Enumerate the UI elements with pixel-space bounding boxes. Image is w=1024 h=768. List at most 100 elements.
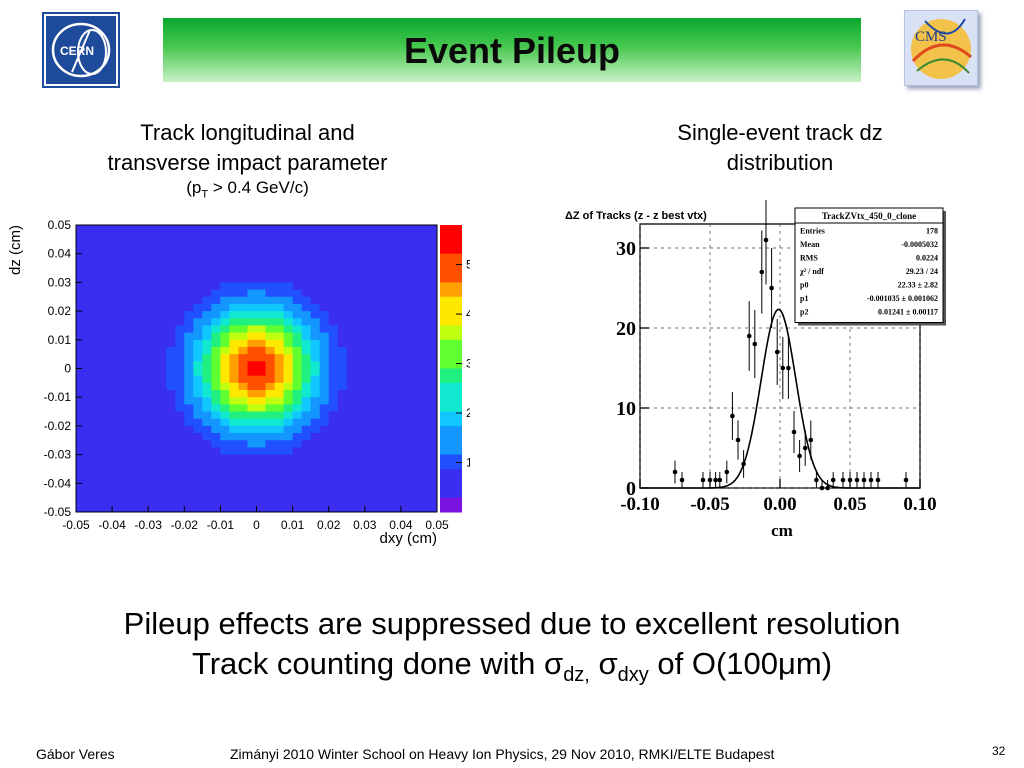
heatmap-cell — [319, 397, 330, 405]
heatmap-cell — [283, 411, 293, 420]
heatmap-cell — [247, 260, 257, 269]
heatmap-cell — [283, 425, 293, 434]
heatmap-cell — [193, 296, 203, 305]
heatmap-cell — [310, 303, 321, 312]
heatmap-cell — [256, 289, 266, 298]
heatmap-cell — [283, 260, 293, 269]
heatmap-cell — [310, 354, 321, 362]
heatmap-cell — [274, 411, 284, 420]
heatmap-cell — [292, 253, 303, 262]
cern-logo: CERN — [42, 12, 120, 88]
heatmap-cell — [319, 332, 330, 341]
data-point — [868, 477, 874, 483]
heatmap-cell — [157, 411, 167, 420]
heatmap-cell — [310, 375, 321, 384]
heatmap-cell — [301, 397, 312, 405]
heatmap-cell — [364, 404, 375, 412]
heatmap-cell — [148, 318, 158, 326]
heatmap-cell — [211, 483, 221, 491]
heatmap-cell — [328, 440, 339, 448]
heatmap-cell — [364, 397, 375, 405]
stats-row-key: Entries — [800, 227, 825, 236]
heatmap-cell — [292, 311, 303, 319]
footer-conference: Zimányi 2010 Winter School on Heavy Ion … — [230, 746, 775, 762]
heatmap-cell — [220, 411, 230, 420]
heatmap-x-tick-label: -0.03 — [135, 518, 163, 532]
heatmap-cell — [130, 339, 140, 348]
heatmap-cell — [292, 425, 303, 434]
heatmap-cell — [292, 282, 303, 290]
heatmap-cell — [346, 382, 357, 391]
heatmap-cell — [274, 268, 284, 276]
heatmap-cell — [364, 425, 375, 434]
heatmap-cell — [256, 418, 266, 427]
heatmap-cell — [274, 318, 284, 326]
bottom-line-2: Track counting done with σdz, σdxy of O(… — [0, 646, 1024, 687]
heatmap-cell — [202, 368, 212, 377]
heatmap-cell — [292, 397, 303, 405]
heatmap-cell — [130, 404, 140, 412]
heatmap-cell — [328, 289, 339, 298]
heatmap-cell — [220, 325, 230, 334]
heatmap-cell — [256, 390, 266, 398]
heatmap-cell — [148, 332, 158, 341]
heatmap-cell — [193, 382, 203, 391]
histogram-x-ticks: -0.10 -0.05 0.00 0.05 0.10 — [620, 479, 937, 515]
heatmap-cell — [148, 404, 158, 412]
heatmap-cell — [337, 282, 348, 290]
heatmap-cell — [238, 361, 248, 369]
data-point — [840, 477, 846, 483]
heatmap-cell — [373, 411, 384, 420]
heatmap-cell — [274, 425, 284, 434]
heatmap-y-tick-label: -0.03 — [44, 448, 72, 462]
heatmap-cell — [274, 404, 284, 412]
heatmap-cell — [337, 411, 348, 420]
histogram-title: ΔZ of Tracks (z - z best vtx) — [565, 210, 707, 222]
heatmap-cell — [121, 375, 131, 384]
heatmap-cell — [274, 260, 284, 269]
heatmap-y-tick-label: 0 — [64, 362, 71, 376]
hist-x-tick-label: -0.05 — [690, 494, 730, 515]
heatmap-cell — [157, 404, 167, 412]
heatmap-cell — [247, 361, 257, 369]
heatmap-cell — [148, 425, 158, 434]
data-point — [819, 485, 825, 491]
colorbar-segment — [440, 282, 462, 298]
heatmap-cell — [139, 303, 149, 312]
heatmap-cell — [319, 289, 330, 298]
heatmap-cell — [328, 425, 339, 434]
heatmap-cell — [292, 239, 303, 247]
sigma-dz-subscript: dz, — [563, 664, 590, 687]
heatmap-cell — [310, 418, 321, 427]
heatmap-cell — [337, 332, 348, 341]
heatmap-cell — [238, 239, 248, 247]
heatmap-cell — [175, 368, 185, 377]
heatmap-cell — [184, 375, 194, 384]
heatmap-cell — [193, 246, 203, 255]
heatmap-cell — [256, 447, 266, 455]
heatmap-cell — [211, 447, 221, 455]
heatmap-cell — [220, 260, 230, 269]
heatmap-cell — [184, 260, 194, 269]
heatmap-cell — [148, 339, 158, 348]
data-point — [825, 485, 830, 491]
heatmap-cell — [148, 447, 158, 455]
heatmap-cell — [193, 461, 203, 470]
heatmap-cell — [175, 461, 185, 470]
heatmap-cell — [175, 447, 185, 455]
heatmap-cell — [310, 282, 321, 290]
heatmap-cell — [157, 361, 167, 369]
histogram-y-ticks: 0 10 20 30 — [616, 238, 649, 500]
heatmap-cell — [229, 325, 239, 334]
data-point — [763, 237, 769, 243]
heatmap-cell — [175, 318, 185, 326]
heatmap-cell — [184, 303, 194, 312]
heatmap-cell — [301, 346, 312, 355]
heatmap-cell — [238, 440, 248, 448]
heatmap-cell — [148, 375, 158, 384]
heatmap-cell — [310, 440, 321, 448]
heatmap-cell — [184, 411, 194, 420]
heatmap-cell — [247, 375, 257, 384]
heatmap-cell — [247, 332, 257, 341]
colorbar-segment — [440, 454, 462, 470]
